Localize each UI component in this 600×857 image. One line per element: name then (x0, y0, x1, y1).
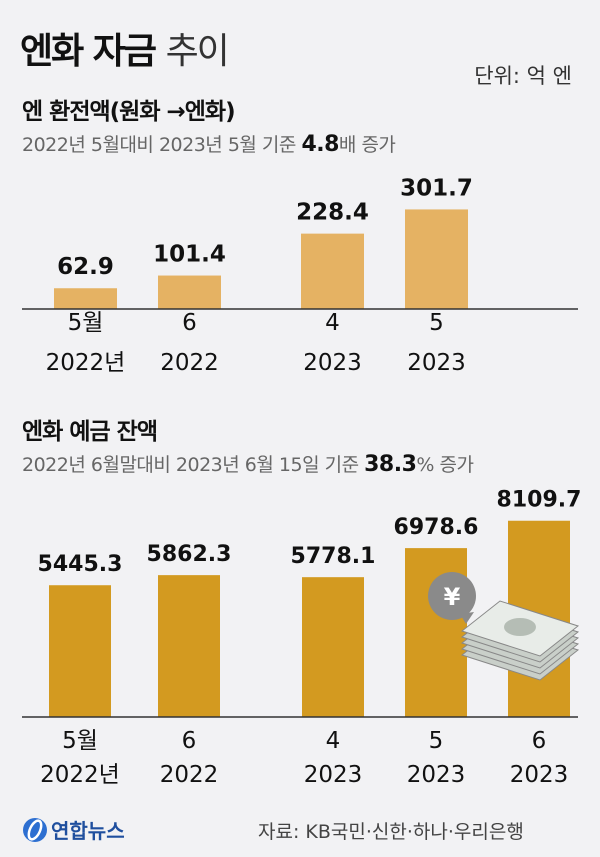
category-label: 6 (182, 310, 197, 336)
value-label: 6978.6 (394, 515, 479, 540)
category-label: 2022 (160, 350, 219, 376)
note-text: 배 증가 (338, 134, 396, 156)
chart2-note: 2022년 6월말대비 2023년 6월 15일 기준 38.3% 증가 (22, 450, 474, 477)
category-label: 2022년 (46, 350, 126, 376)
value-label: 5778.1 (291, 544, 376, 569)
value-label: 5445.3 (38, 552, 123, 577)
bar (405, 209, 468, 309)
source-note: 자료: KB국민·신한·하나·우리은행 (258, 821, 524, 843)
category-label: 2023 (407, 350, 466, 376)
note-highlight: 38.3 (364, 452, 417, 477)
note-text: 2022년 6월말대비 2023년 6월 15일 기준 (22, 454, 365, 476)
bar (54, 288, 117, 309)
title-light: 추이 (165, 31, 230, 72)
bar (301, 233, 364, 309)
category-label: 4 (325, 310, 340, 336)
chart2-title: 엔화 예금 잔액 (22, 419, 158, 445)
note-text: % 증가 (416, 454, 474, 476)
value-label: 301.7 (400, 175, 473, 201)
bar (158, 275, 221, 309)
category-label: 6 (182, 728, 197, 754)
category-label: 5월 (62, 728, 98, 754)
unit-label: 단위: 억 엔 (474, 64, 572, 88)
value-label: 5862.3 (147, 542, 232, 567)
category-label: 2023 (510, 762, 569, 788)
bar (49, 585, 111, 717)
yen-badge (428, 572, 476, 620)
bar (302, 577, 364, 717)
bar (158, 575, 220, 717)
page-title: 엔화 자금 추이 (20, 22, 230, 74)
value-label: 101.4 (153, 242, 226, 268)
category-label: 2022 (160, 762, 219, 788)
yonhap-globe-logo-icon (23, 817, 47, 842)
category-label: 2023 (303, 350, 362, 376)
value-label: 8109.7 (497, 488, 582, 513)
yen-cash-stack-icon: ¥ (428, 572, 580, 681)
chart1-note: 2022년 5월대비 2023년 5월 기준 4.8배 증가 (22, 130, 396, 157)
category-label: 5 (429, 310, 444, 336)
note-text: 2022년 5월대비 2023년 5월 기준 (22, 134, 302, 156)
chart1-title: 엔 환전액(원화 →엔화) (22, 99, 236, 125)
category-label: 2023 (304, 762, 363, 788)
title-bold: 엔화 자금 (20, 31, 157, 72)
category-label: 5월 (68, 310, 104, 336)
category-label: 2023 (407, 762, 466, 788)
value-label: 228.4 (296, 200, 369, 226)
yen-symbol: ¥ (444, 583, 461, 611)
category-label: 2022년 (40, 762, 120, 788)
value-label: 62.9 (57, 254, 114, 280)
logo-text: 연합뉴스 (51, 819, 125, 843)
yonhap-logo: 연합뉴스 (22, 815, 125, 844)
category-label: 5 (429, 728, 444, 754)
note-highlight: 4.8 (301, 132, 339, 157)
category-label: 4 (326, 728, 341, 754)
category-label: 6 (532, 728, 547, 754)
